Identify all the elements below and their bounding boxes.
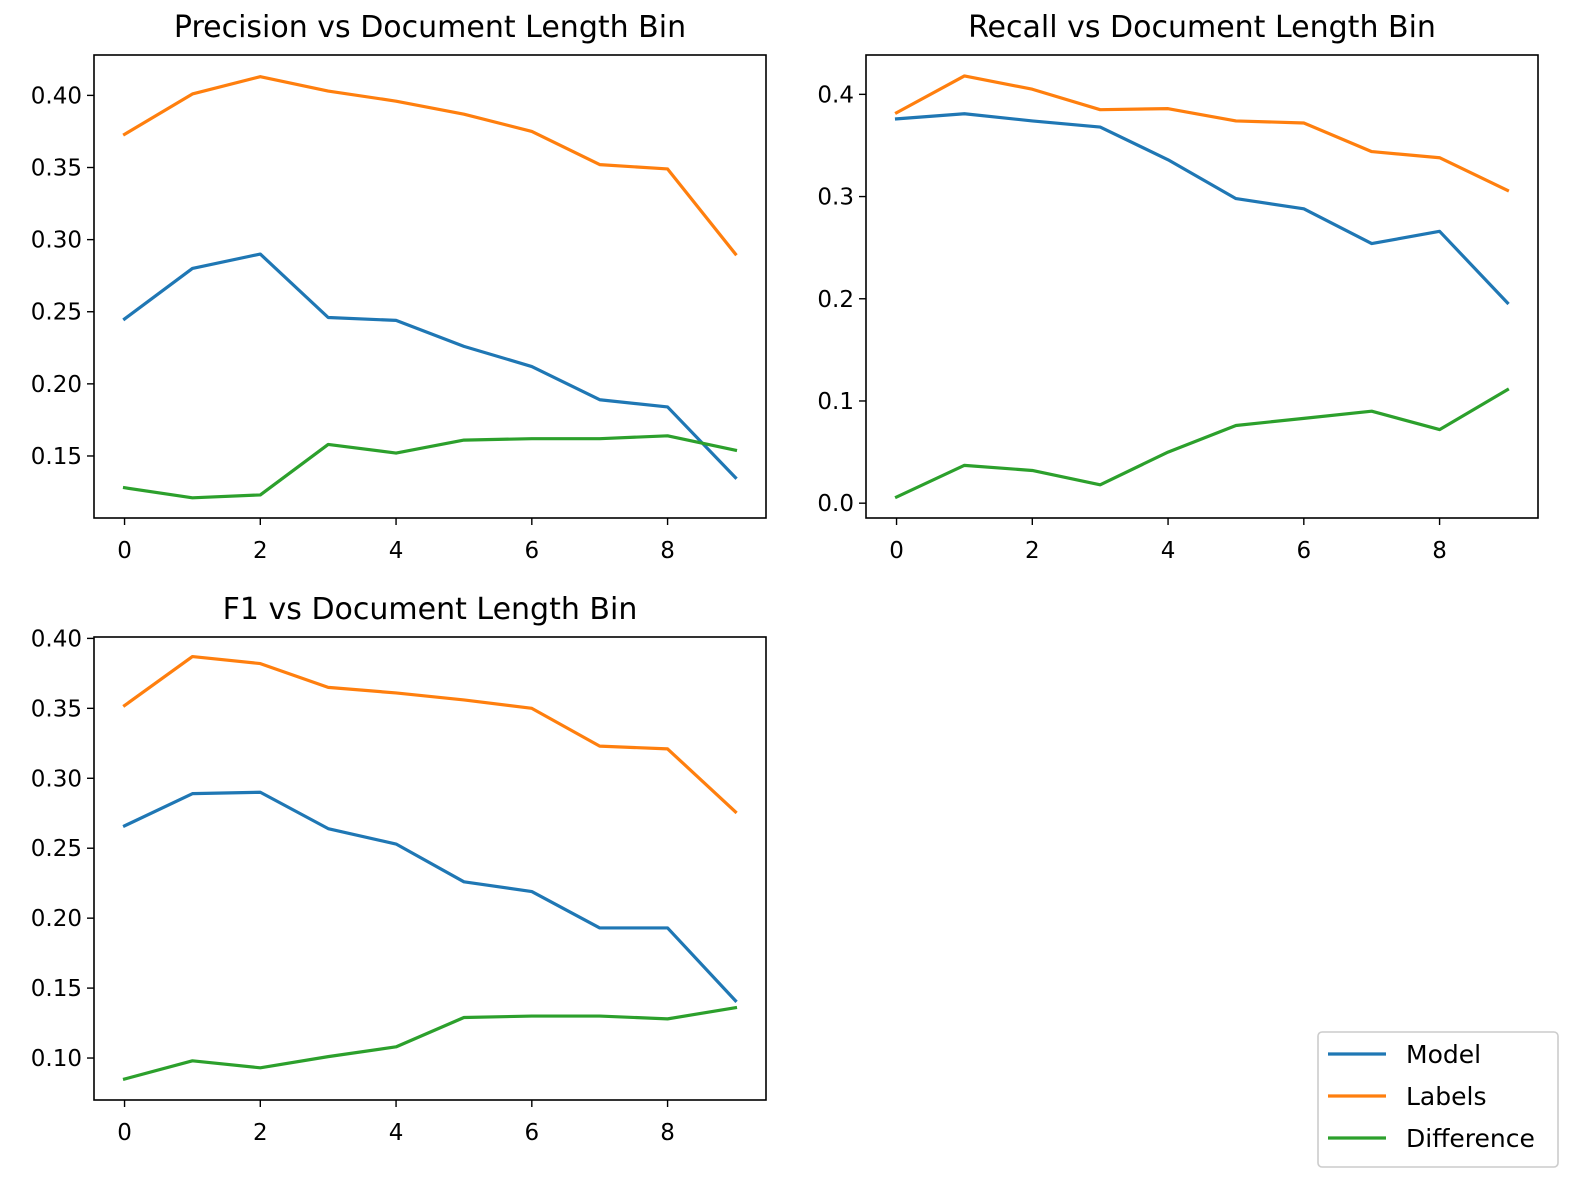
f1-subplot: F1 vs Document Length Bin 0 2 4 6 8 0.10 0.15 0.…: [31, 592, 767, 1146]
recall-x-tick-label: 8: [1432, 538, 1447, 564]
f1-y-tick-label: 0.30: [31, 766, 82, 792]
recall-series-difference-line: [894, 387, 1510, 500]
f1-axes-frame: [93, 636, 767, 1101]
f1-y-tick-label: 0.20: [31, 906, 82, 932]
recall-title: Recall vs Document Length Bin: [968, 10, 1436, 45]
precision-series-difference-line: [122, 434, 738, 500]
f1-series-labels-line: [122, 654, 738, 815]
precision-title: Precision vs Document Length Bin: [174, 10, 686, 45]
precision-x-tick-label: 4: [389, 538, 404, 564]
f1-y-tick-label: 0.40: [31, 626, 82, 652]
legend-frame: [1317, 1031, 1559, 1168]
f1-x-tick-label: 0: [117, 1120, 132, 1146]
f1-y-tick-label: 0.15: [31, 976, 82, 1002]
recall-y-tick-label: 0.0: [817, 491, 854, 517]
precision-y-tick-label: 0.35: [31, 156, 82, 182]
f1-series-model-line: [122, 790, 738, 1003]
recall-y-tick-label: 0.1: [817, 389, 854, 415]
precision-x-tick-label: 8: [660, 538, 675, 564]
f1-title: F1 vs Document Length Bin: [223, 592, 638, 627]
precision-y-tick-label: 0.40: [31, 83, 82, 109]
precision-axes-frame: [93, 54, 767, 519]
precision-y-tick-label: 0.15: [31, 444, 82, 470]
recall-series-labels-line: [894, 74, 1510, 193]
precision-x-tick-label: 0: [117, 538, 132, 564]
precision-y-tick-label: 0.25: [31, 300, 82, 326]
recall-x-tick-label: 4: [1161, 538, 1176, 564]
recall-series-model-line: [894, 112, 1510, 306]
f1-x-tick-label: 8: [660, 1120, 675, 1146]
f1-y-tick-label: 0.35: [31, 696, 82, 722]
recall-x-tick-label: 0: [889, 538, 904, 564]
precision-subplot: Precision vs Document Length Bin 0 2 4 6 8 0.1…: [31, 10, 767, 564]
precision-x-tick-label: 6: [524, 538, 539, 564]
precision-series-model-line: [122, 252, 738, 480]
recall-x-tick-label: 2: [1025, 538, 1040, 564]
precision-series-labels-line: [122, 75, 738, 257]
f1-y-tick-label: 0.10: [31, 1046, 82, 1072]
precision-y-tick-label: 0.30: [31, 228, 82, 254]
precision-y-tick-label: 0.20: [31, 372, 82, 398]
precision-x-tick-label: 2: [253, 538, 268, 564]
recall-x-tick-label: 6: [1296, 538, 1311, 564]
recall-y-tick-label: 0.2: [817, 287, 854, 313]
legend-label-labels: Labels: [1406, 1082, 1486, 1111]
f1-x-tick-label: 6: [524, 1120, 539, 1146]
legend-label-model: Model: [1406, 1040, 1481, 1069]
recall-axes-frame: [865, 54, 1539, 519]
f1-y-tick-label: 0.25: [31, 836, 82, 862]
recall-subplot: Recall vs Document Length Bin 0 2 4 6 8 0.0 0.1…: [817, 10, 1539, 564]
f1-series-difference-line: [122, 1005, 738, 1081]
legend: Model Labels Difference: [1317, 1031, 1559, 1168]
recall-y-tick-label: 0.3: [817, 185, 854, 211]
legend-label-difference: Difference: [1406, 1124, 1535, 1153]
f1-x-tick-label: 4: [389, 1120, 404, 1146]
recall-y-tick-label: 0.4: [817, 82, 854, 108]
f1-x-tick-label: 2: [253, 1120, 268, 1146]
